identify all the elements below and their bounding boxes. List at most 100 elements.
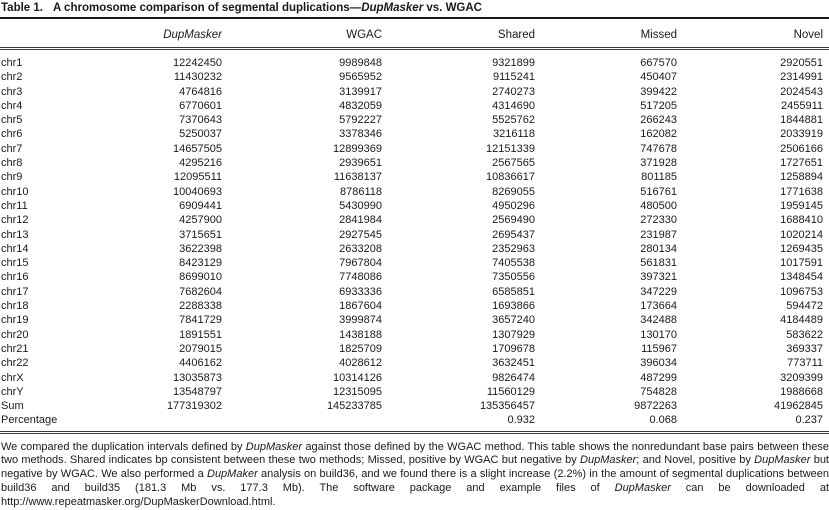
cell: 2740273: [492, 85, 535, 98]
cell: 280134: [640, 242, 677, 255]
table-row: chr8 4295216 2939651 2567565 371928 1727651: [0, 156, 829, 170]
table-row: chr2 11430232 9565952 9115241 450407 2314991: [0, 70, 829, 84]
cell: 2033919: [780, 128, 823, 141]
cell: 13035873: [173, 371, 222, 384]
cell: 1096753: [780, 285, 823, 298]
table-row: chr10 10040693 8786118 8269055 516761 1771638: [0, 185, 829, 199]
table-row: chr21 2079015 1825709 1709678 115967 369337: [0, 342, 829, 356]
cell: 272330: [640, 214, 677, 227]
cell: 2455911: [780, 99, 823, 112]
table-row: chr1 12242450 9989848 9321899 667570 2920551: [0, 49, 829, 71]
row-label: chrX: [1, 371, 24, 384]
footnote-text: DupMaker: [207, 468, 258, 481]
table-row: chr11 6909441 5430990 4950296 480500 1959145: [0, 199, 829, 213]
cell: 13548797: [173, 385, 222, 398]
cell: 115967: [641, 342, 677, 355]
footnote-text: DupMasker: [614, 481, 671, 494]
cell: 594472: [786, 300, 823, 313]
cell: 1709678: [492, 342, 535, 355]
cell: 6933336: [339, 285, 382, 298]
cell: 4314690: [492, 99, 535, 112]
table-row: chr12 4257900 2841984 2569490 272330 1688410: [0, 213, 829, 227]
col-header-novel: Novel: [677, 19, 829, 50]
cell: 371928: [640, 157, 677, 170]
table-number: Table 1.: [1, 2, 43, 14]
cell: 7748086: [339, 271, 382, 284]
cell: 7967804: [339, 257, 382, 270]
cell: 7370643: [179, 114, 222, 127]
table-row: chr9 12095511 11638137 10836617 801185 125889…: [0, 170, 829, 184]
cell: [222, 413, 382, 434]
download-url: http://www.repeatmasker.org/DupMaskerDow…: [1, 495, 276, 508]
cell: 4764816: [179, 85, 222, 98]
row-label: chr1: [1, 57, 23, 69]
cell: 2352963: [492, 242, 535, 255]
cell: 4028612: [339, 357, 382, 370]
cell: 7841729: [179, 314, 222, 327]
cell: 2567565: [492, 157, 535, 170]
table-row: chrY 13548797 12315095 11560129 754828 198866…: [0, 385, 829, 399]
row-label: chr21: [1, 342, 29, 355]
cell: 1771638: [780, 185, 823, 198]
row-label: Sum: [1, 400, 24, 413]
cell: 266243: [640, 114, 677, 127]
cell: 231987: [640, 228, 677, 241]
cell: 347229: [640, 285, 677, 298]
cell: 3999874: [339, 314, 382, 327]
cell: 8699010: [179, 271, 222, 284]
cell: 2024543: [780, 85, 823, 98]
table-row: chr16 8699010 7748086 7350556 397321 1348454: [0, 270, 829, 284]
cell: 4950296: [492, 199, 535, 212]
cell: 2314991: [780, 71, 823, 84]
title-rule: [0, 17, 829, 19]
cell: 1959145: [780, 199, 823, 212]
row-label: chr9: [1, 171, 23, 184]
cell: 5250037: [179, 128, 222, 141]
cell: 2569490: [492, 214, 535, 227]
cell: 6909441: [179, 199, 222, 212]
cell: 6770601: [179, 99, 222, 112]
footnote-text: but negative by WGAC. We also performed …: [1, 454, 829, 481]
table-row: chr17 7682604 6933336 6585851 347229 1096753: [0, 285, 829, 299]
cell: 9321899: [492, 57, 535, 69]
cell: 3216118: [492, 128, 535, 141]
cell: 9989848: [339, 57, 382, 69]
cell: 177319302: [166, 400, 222, 413]
cell: 11560129: [486, 385, 535, 398]
cell: [135, 413, 222, 434]
table-row: chr22 4406162 4028612 3632451 396034 773711: [0, 356, 829, 370]
cell: 1688410: [780, 214, 823, 227]
row-label: chr22: [1, 357, 29, 370]
cell: 801185: [641, 171, 677, 184]
cell: 396034: [640, 357, 677, 370]
cell: 8786118: [339, 185, 382, 198]
cell: 1017591: [780, 257, 823, 270]
cell: 4257900: [179, 214, 222, 227]
cell: 747678: [640, 142, 677, 155]
table-row: chr4 6770601 4832059 4314690 517205 2455911: [0, 99, 829, 113]
cell: 5525762: [492, 114, 535, 127]
cell: 1693866: [492, 300, 535, 313]
table-row: chr13 3715651 2927545 2695437 231987 1020214: [0, 228, 829, 242]
row-label: chr3: [1, 85, 23, 98]
cell: 4832059: [339, 99, 382, 112]
row-label: chr8: [1, 157, 23, 170]
col-header-dupmasker: DupMasker: [135, 19, 222, 50]
cell: 12151339: [486, 142, 535, 155]
cell: 1348454: [780, 271, 823, 284]
table-row: Percentage 0.932 0.068 0.237: [0, 413, 829, 434]
cell: 11638137: [333, 171, 382, 184]
cell: 9872263: [634, 400, 677, 413]
cell: 5792227: [339, 114, 382, 127]
cell: 2506166: [780, 142, 823, 155]
cell: 3715651: [179, 228, 222, 241]
row-label: chr20: [1, 328, 29, 341]
cell: 162082: [640, 128, 677, 141]
footnote-text: analysis on build36, and we found there …: [1, 468, 829, 494]
table-header-row: DupMasker WGAC Shared Missed Novel: [0, 19, 829, 50]
row-label: chr10: [1, 185, 29, 198]
table-title-italic: DupMasker: [361, 2, 424, 14]
cell: 9826474: [492, 371, 535, 384]
row-label: chr12: [1, 214, 29, 227]
cell: 1867604: [339, 300, 382, 313]
